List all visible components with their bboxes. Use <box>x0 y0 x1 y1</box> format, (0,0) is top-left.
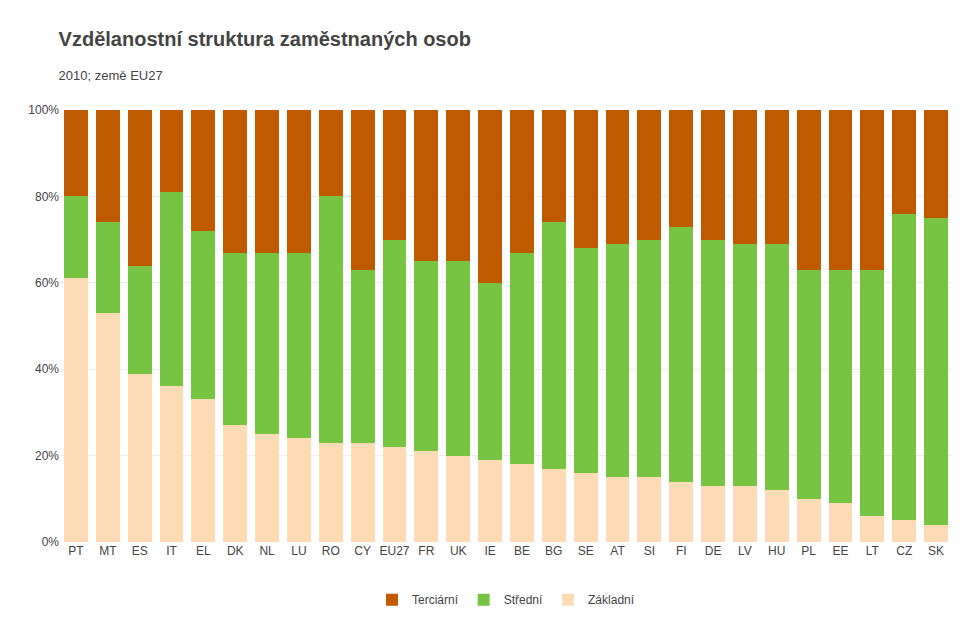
svg-text:Střední: Střední <box>504 593 543 607</box>
svg-text:80%: 80% <box>35 190 59 204</box>
svg-text:FI: FI <box>676 544 687 558</box>
svg-text:SE: SE <box>578 544 594 558</box>
svg-text:FR: FR <box>418 544 434 558</box>
svg-text:MT: MT <box>99 544 117 558</box>
svg-text:DK: DK <box>227 544 244 558</box>
svg-text:PT: PT <box>68 544 84 558</box>
svg-text:ES: ES <box>132 544 148 558</box>
svg-text:Základní: Základní <box>588 593 635 607</box>
svg-text:BE: BE <box>514 544 530 558</box>
svg-text:EE: EE <box>832 544 848 558</box>
svg-text:Vzdělanostní struktura zaměstn: Vzdělanostní struktura zaměstnaných osob <box>59 28 471 50</box>
svg-text:40%: 40% <box>35 362 59 376</box>
svg-text:NL: NL <box>259 544 275 558</box>
svg-text:SK: SK <box>928 544 944 558</box>
svg-text:CZ: CZ <box>896 544 912 558</box>
svg-text:0%: 0% <box>42 535 60 549</box>
svg-text:SI: SI <box>644 544 655 558</box>
svg-text:100%: 100% <box>28 103 59 117</box>
svg-text:LT: LT <box>866 544 880 558</box>
svg-text:HU: HU <box>768 544 785 558</box>
svg-text:AT: AT <box>610 544 625 558</box>
svg-text:60%: 60% <box>35 276 59 290</box>
svg-text:CY: CY <box>354 544 371 558</box>
svg-text:IT: IT <box>166 544 177 558</box>
svg-text:LV: LV <box>738 544 752 558</box>
svg-text:UK: UK <box>450 544 467 558</box>
svg-text:20%: 20% <box>35 449 59 463</box>
svg-text:EU27: EU27 <box>379 544 409 558</box>
svg-text:2010; země EU27: 2010; země EU27 <box>59 68 163 83</box>
svg-text:DE: DE <box>705 544 722 558</box>
svg-text:EL: EL <box>196 544 211 558</box>
svg-text:LU: LU <box>291 544 306 558</box>
svg-text:PL: PL <box>801 544 816 558</box>
svg-text:IE: IE <box>484 544 495 558</box>
svg-text:BG: BG <box>545 544 562 558</box>
svg-text:RO: RO <box>322 544 340 558</box>
svg-text:Terciární: Terciární <box>412 593 459 607</box>
